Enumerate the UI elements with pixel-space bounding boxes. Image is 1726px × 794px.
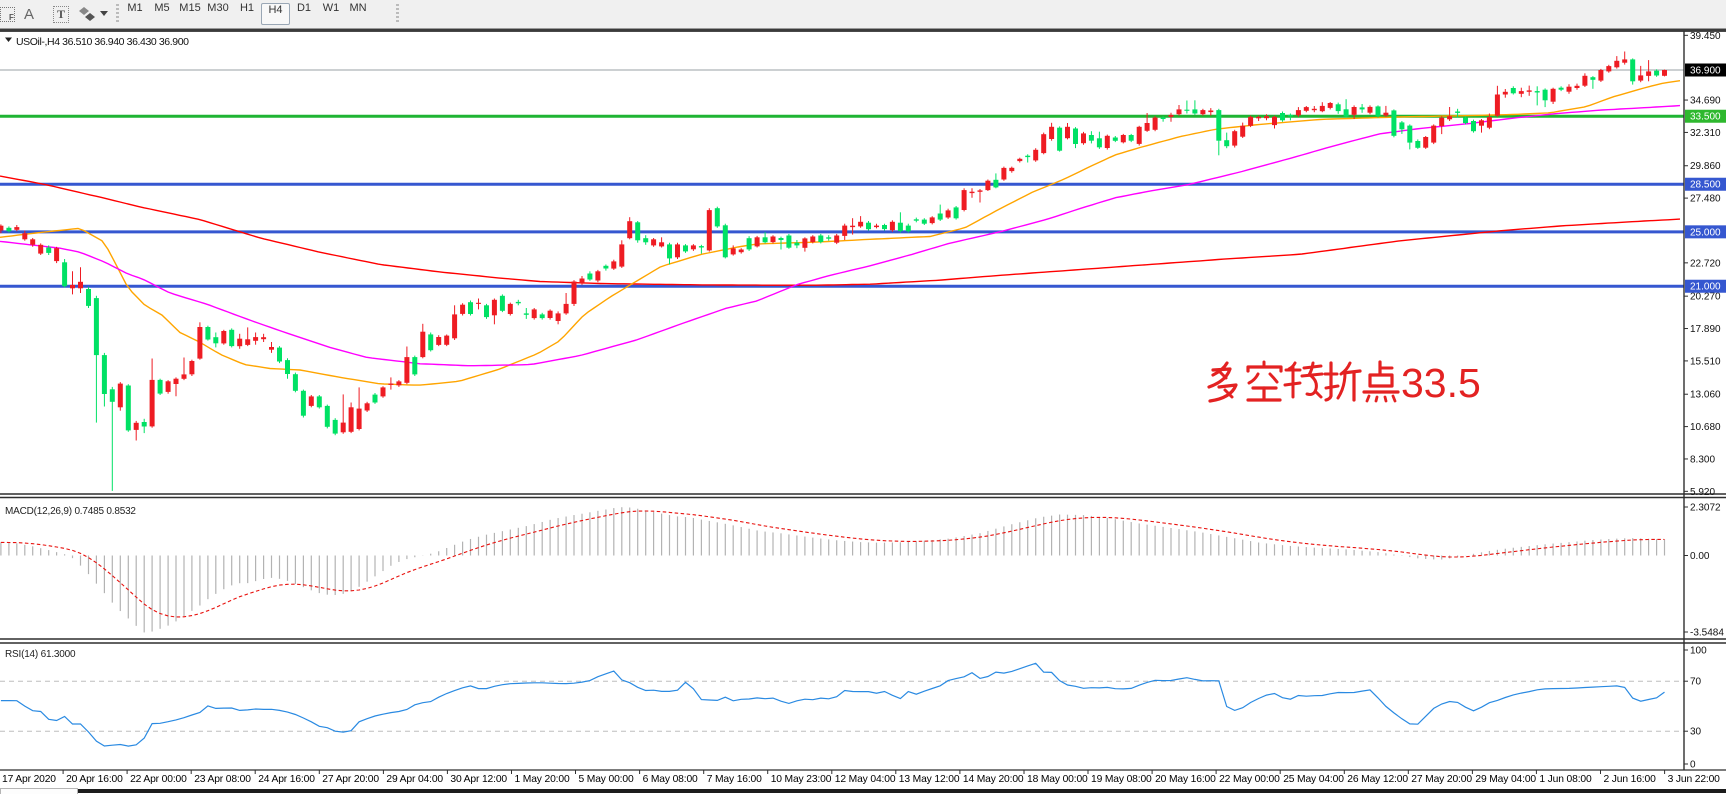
svg-text:1 Jun 08:00: 1 Jun 08:00 [1539,774,1592,785]
svg-text:6 May 08:00: 6 May 08:00 [643,774,698,785]
svg-text:26 May 12:00: 26 May 12:00 [1347,774,1408,785]
svg-text:39.450: 39.450 [1690,31,1721,42]
svg-text:20.270: 20.270 [1690,292,1721,303]
svg-text:17 Apr 2020: 17 Apr 2020 [2,774,56,785]
svg-text:30: 30 [1690,727,1702,738]
svg-text:29 May 04:00: 29 May 04:00 [1475,774,1536,785]
svg-text:33.500: 33.500 [1690,112,1721,123]
svg-text:22 Apr 00:00: 22 Apr 00:00 [130,774,187,785]
svg-text:19 May 08:00: 19 May 08:00 [1091,774,1152,785]
svg-text:27.480: 27.480 [1690,194,1721,205]
svg-text:RSI(14) 61.3000: RSI(14) 61.3000 [5,649,76,660]
svg-text:22 May 00:00: 22 May 00:00 [1219,774,1280,785]
svg-text:20 May 16:00: 20 May 16:00 [1155,774,1216,785]
svg-text:27 Apr 20:00: 27 Apr 20:00 [322,774,379,785]
svg-text:7 May 16:00: 7 May 16:00 [707,774,762,785]
svg-text:15.510: 15.510 [1690,356,1721,367]
svg-text:0: 0 [1690,760,1696,771]
svg-text:20 Apr 16:00: 20 Apr 16:00 [66,774,123,785]
svg-text:13.060: 13.060 [1690,390,1721,401]
svg-text:21.000: 21.000 [1690,282,1721,293]
svg-text:10.680: 10.680 [1690,422,1721,433]
svg-text:24 Apr 16:00: 24 Apr 16:00 [258,774,315,785]
svg-text:-3.5484: -3.5484 [1690,628,1724,639]
svg-text:3 Jun 22:00: 3 Jun 22:00 [1668,774,1721,785]
svg-text:33.5: 33.5 [1401,360,1481,406]
svg-text:70: 70 [1690,677,1702,688]
svg-text:5.920: 5.920 [1690,487,1715,498]
svg-text:1 May 20:00: 1 May 20:00 [515,774,570,785]
svg-text:MACD(12,26,9) 0.7485 0.8532: MACD(12,26,9) 0.7485 0.8532 [5,506,136,517]
svg-text:36.900: 36.900 [1690,66,1721,77]
svg-text:23 Apr 08:00: 23 Apr 08:00 [194,774,251,785]
svg-text:0.00: 0.00 [1690,551,1710,562]
svg-text:28.500: 28.500 [1690,180,1721,191]
svg-text:5 May 00:00: 5 May 00:00 [579,774,634,785]
svg-text:2.3072: 2.3072 [1690,503,1721,514]
svg-text:13 May 12:00: 13 May 12:00 [899,774,960,785]
svg-text:22.720: 22.720 [1690,258,1721,269]
svg-text:29.860: 29.860 [1690,161,1721,172]
svg-text:17.890: 17.890 [1690,324,1721,335]
svg-text:30 Apr 12:00: 30 Apr 12:00 [450,774,507,785]
svg-text:12 May 04:00: 12 May 04:00 [835,774,896,785]
svg-text:10 May 23:00: 10 May 23:00 [771,774,832,785]
svg-text:25.000: 25.000 [1690,227,1721,238]
svg-text:34.690: 34.690 [1690,96,1721,107]
svg-text:100: 100 [1690,646,1707,657]
svg-text:18 May 00:00: 18 May 00:00 [1027,774,1088,785]
svg-text:2 Jun 16:00: 2 Jun 16:00 [1604,774,1657,785]
svg-text:27 May 20:00: 27 May 20:00 [1411,774,1472,785]
svg-text:8.300: 8.300 [1690,454,1715,465]
svg-text:14 May 20:00: 14 May 20:00 [963,774,1024,785]
svg-text:25 May 04:00: 25 May 04:00 [1283,774,1344,785]
svg-text:29 Apr 04:00: 29 Apr 04:00 [386,774,443,785]
svg-text:USOil-,H4 36.510 36.940 36.43: USOil-,H4 36.510 36.940 36.430 36.900 [16,36,189,48]
svg-text:32.310: 32.310 [1690,128,1721,139]
